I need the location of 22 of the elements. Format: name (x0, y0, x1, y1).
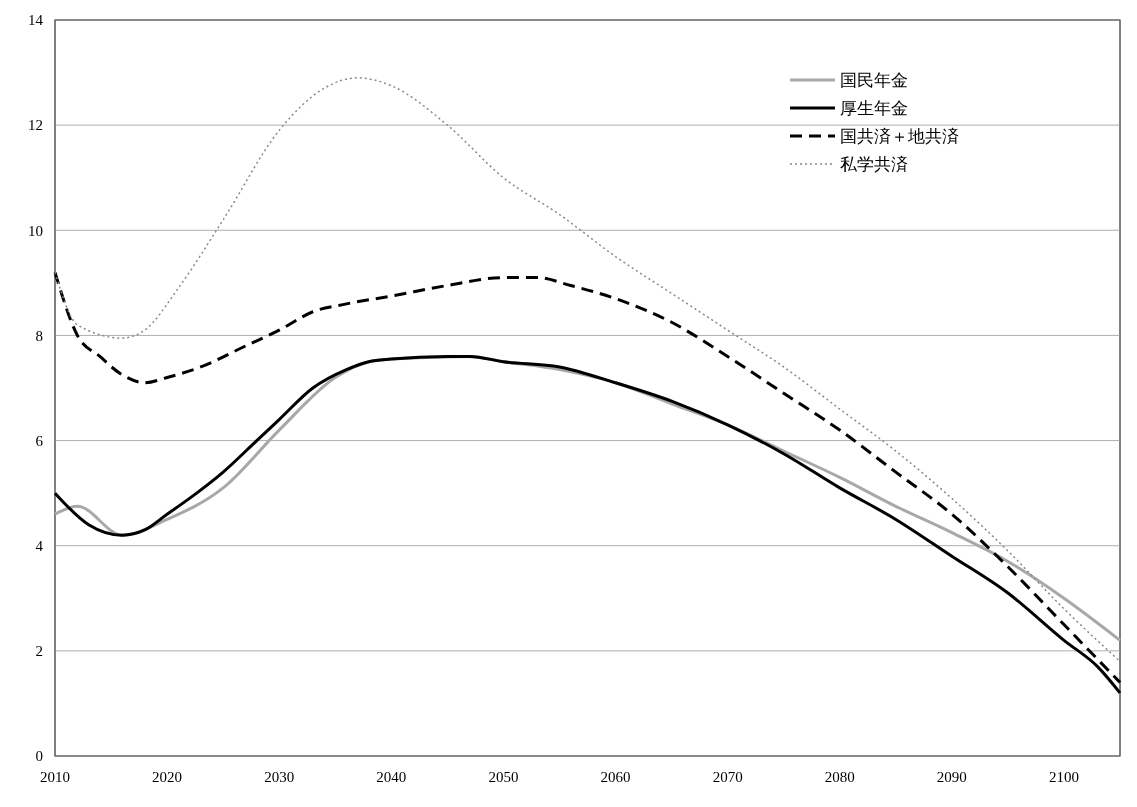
y-tick-label: 14 (28, 12, 44, 29)
x-tick-label: 2020 (152, 769, 183, 785)
y-tick-label: 10 (28, 222, 43, 239)
legend-label: 国共済＋地共済 (840, 125, 959, 146)
y-tick-label: 0 (35, 748, 43, 765)
x-tick-label: 2010 (40, 769, 70, 785)
y-tick-label: 4 (35, 537, 44, 554)
y-tick-label: 12 (28, 117, 43, 134)
legend-label: 私学共済 (840, 153, 908, 174)
x-tick-label: 2050 (488, 769, 519, 785)
x-tick-label: 2030 (264, 769, 295, 785)
legend-label: 国民年金 (840, 69, 908, 90)
x-tick-label: 2060 (600, 769, 631, 785)
x-tick-label: 2070 (712, 769, 743, 785)
x-tick-label: 2040 (376, 769, 407, 785)
y-tick-label: 6 (35, 432, 44, 449)
y-tick-label: 2 (35, 643, 43, 660)
y-tick-label: 8 (35, 327, 43, 344)
x-tick-label: 2080 (824, 769, 855, 785)
x-tick-label: 2090 (936, 769, 967, 785)
x-tick-label: 2100 (1048, 769, 1079, 785)
legend-label: 厚生年金 (840, 97, 908, 118)
